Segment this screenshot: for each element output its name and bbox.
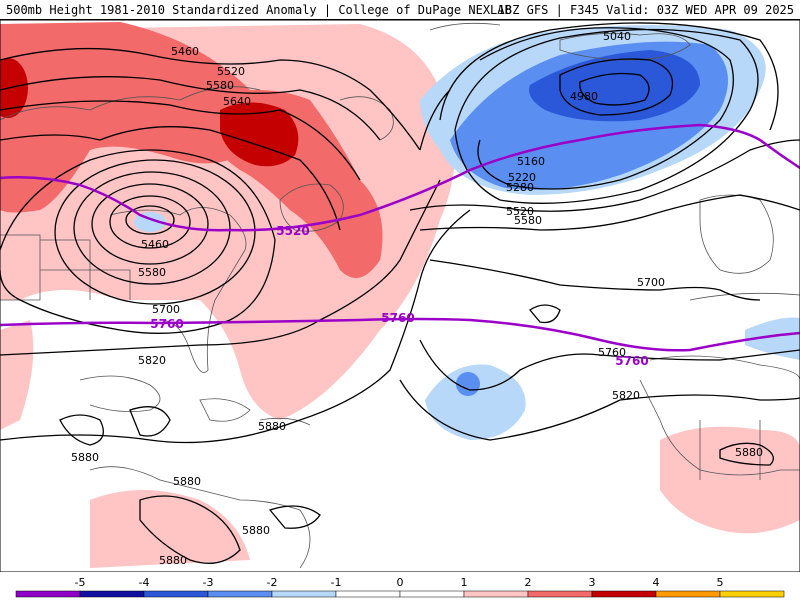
colorbar-tick-label: 2 <box>525 576 532 589</box>
contour-label: 4980 <box>570 90 598 103</box>
colorbar-swatch <box>527 590 593 598</box>
contour-label: 5640 <box>223 95 251 108</box>
colorbar-swatch <box>143 590 209 598</box>
contour-label: 5460 <box>171 45 199 58</box>
colorbar-tick-label: 0 <box>397 576 404 589</box>
colorbar-swatch <box>271 590 337 598</box>
positive-anomaly-strong <box>0 58 299 167</box>
highlight-label: 5760 <box>615 354 648 368</box>
contour-label: 5880 <box>173 475 201 488</box>
contour-label: 5880 <box>258 420 286 433</box>
contour-label: 5760 <box>598 346 626 359</box>
contour-label: 5580 <box>138 266 166 279</box>
contour-label: 5460 <box>141 238 169 251</box>
contour-label: 5520 <box>217 65 245 78</box>
contour-label: 5280 <box>506 181 534 194</box>
colorbar-swatches <box>15 590 785 598</box>
contour-label-group: 5460 5520 5580 5640 5460 5580 5700 5820 … <box>71 30 763 567</box>
highlight-label: 5760 <box>150 317 183 331</box>
colorbar-tick-label: -2 <box>267 576 278 589</box>
map-header: 500mb Height 1981-2010 Standardized Anom… <box>0 0 800 20</box>
contour-label: 5040 <box>603 30 631 43</box>
colorbar-swatch <box>335 590 401 598</box>
contour-label: 5880 <box>735 446 763 459</box>
colorbar-tick-label: 1 <box>461 576 468 589</box>
highlight-label-group: 5520 5760 5760 5760 <box>150 224 648 368</box>
colorbar-tick-label: 4 <box>653 576 660 589</box>
highlight-contours <box>0 123 800 352</box>
contour-label: 5520 <box>506 205 534 218</box>
negative-anomaly-strong <box>529 50 700 122</box>
contour-label: 5880 <box>242 524 270 537</box>
colorbar-tick-label: 5 <box>717 576 724 589</box>
map-title: 500mb Height 1981-2010 Standardized Anom… <box>6 3 512 17</box>
highlight-label: 5760 <box>381 311 414 325</box>
contour-label: 5220 <box>508 171 536 184</box>
colorbar-tick-labels: -5 -4 -3 -2 -1 0 1 2 3 4 5 <box>75 576 724 589</box>
contour-label: 5700 <box>152 303 180 316</box>
contour-label: 5160 <box>517 155 545 168</box>
colorbar-swatch <box>463 590 529 598</box>
colorbar-swatch <box>79 590 145 598</box>
highlight-label: 5520 <box>276 224 309 238</box>
colorbar-swatch <box>591 590 657 598</box>
contour-label: 5820 <box>612 389 640 402</box>
contour-label: 5580 <box>206 79 234 92</box>
contour-label: 5880 <box>159 554 187 567</box>
colorbar-swatch <box>15 590 81 598</box>
contour-label: 5580 <box>514 214 542 227</box>
height-contours <box>0 22 800 564</box>
colorbar-tick-label: -3 <box>203 576 214 589</box>
colorbar-swatch <box>207 590 273 598</box>
weather-map: 5460 5520 5580 5640 5460 5580 5700 5820 … <box>0 20 800 572</box>
run-info: 18Z GFS | F345 Valid: 03Z WED APR 09 202… <box>497 3 794 17</box>
colorbar-tick-label: -4 <box>139 576 150 589</box>
colorbar-swatch <box>399 590 465 598</box>
colorbar-tick-label: -5 <box>75 576 86 589</box>
contour-label: 5700 <box>637 276 665 289</box>
colorbar: -5 -4 -3 -2 -1 0 1 2 3 4 5 <box>15 576 785 598</box>
colorbar-tick-label: 3 <box>589 576 596 589</box>
colorbar-swatch <box>719 590 785 598</box>
colorbar-swatch <box>655 590 721 598</box>
colorbar-tick-label: -1 <box>331 576 342 589</box>
contour-label: 5820 <box>138 354 166 367</box>
contour-label: 5880 <box>71 451 99 464</box>
